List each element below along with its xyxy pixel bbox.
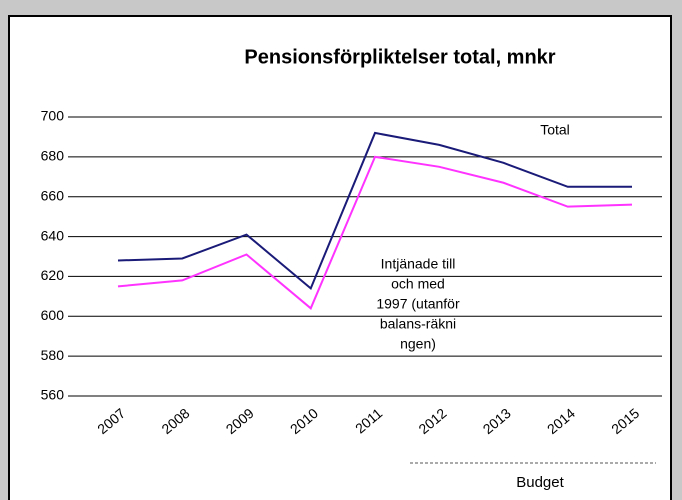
annotation: 1997 (utanför <box>376 296 460 312</box>
annotation: och med <box>391 276 445 292</box>
y-tick-label: 640 <box>41 227 65 243</box>
annotation: Intjänade till <box>381 256 456 272</box>
y-tick-label: 660 <box>41 187 65 203</box>
budget-label: Budget <box>516 474 564 491</box>
series-line <box>117 131 632 291</box>
series-line <box>117 155 633 310</box>
y-tick-label: 620 <box>41 267 65 283</box>
y-tick-label: 700 <box>41 108 65 124</box>
chart-title: Pensionsförpliktelser total, mnkr <box>244 46 555 68</box>
y-tick-label: 600 <box>41 307 65 323</box>
annotation: ngen) <box>400 336 436 352</box>
series-label: Total <box>540 122 570 138</box>
y-tick-label: 680 <box>41 148 65 164</box>
annotation: balans-räkni <box>380 316 456 332</box>
y-tick-label: 580 <box>41 347 65 363</box>
y-tick-label: 560 <box>41 387 65 403</box>
chart-frame <box>8 15 672 500</box>
